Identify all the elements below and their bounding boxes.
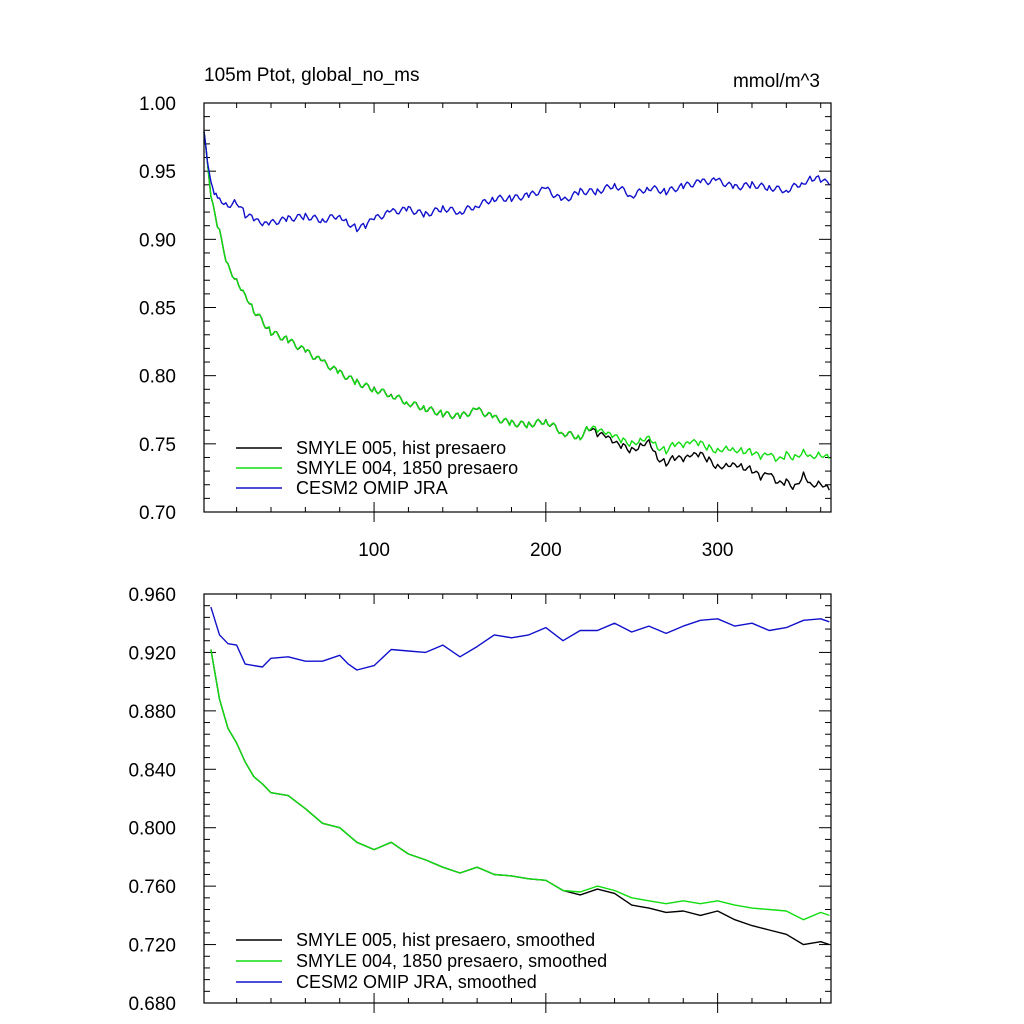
top-panel-frame — [203, 102, 832, 513]
y-tick-label: 0.70 — [139, 503, 176, 524]
series-line-black — [210, 649, 830, 946]
x-tick-label: 200 — [530, 540, 562, 561]
legend-label: CESM2 OMIP JRA, smoothed — [296, 972, 537, 992]
y-tick-label: 0.920 — [128, 643, 176, 664]
legend-label: SMYLE 004, 1850 presaero, smoothed — [296, 951, 607, 971]
bottom-panel: 0.680 0.720 0.760 0.800 0.840 0.880 0.920 0.960… — [128, 585, 832, 1015]
top-panel: 105m Ptot, global_no_ms mmol/m^3 100 200 3… — [139, 65, 832, 561]
y-tick-label: 0.720 — [128, 936, 176, 957]
bottom-panel-frame — [203, 593, 832, 1004]
y-tick-label: 0.760 — [128, 877, 176, 898]
legend-label: SMYLE 005, hist presaero, smoothed — [296, 930, 595, 950]
y-tick-label: 0.960 — [128, 585, 176, 606]
y-tick-label: 0.85 — [139, 299, 176, 320]
y-tick-label: 0.800 — [128, 819, 176, 840]
y-tick-label: 0.95 — [139, 162, 176, 183]
series-line-blue — [203, 131, 830, 233]
y-tick-label: 0.880 — [128, 702, 176, 723]
y-tick-label: 0.80 — [139, 367, 176, 388]
legend-label: CESM2 OMIP JRA — [296, 478, 448, 498]
top-panel-title: 105m Ptot, global_no_ms — [204, 65, 419, 86]
y-tick-label: 0.90 — [139, 230, 176, 251]
legend-label: SMYLE 004, 1850 presaero — [296, 458, 518, 478]
x-tick-label: 100 — [358, 540, 390, 561]
x-tick-label: 300 — [702, 540, 734, 561]
top-panel-units: mmol/m^3 — [733, 71, 820, 92]
y-tick-label: 0.680 — [128, 994, 176, 1015]
y-tick-label: 1.00 — [139, 94, 176, 115]
legend-label: SMYLE 005, hist presaero — [296, 438, 506, 458]
series-line-blue — [210, 606, 830, 671]
series-line-green — [203, 131, 830, 462]
y-tick-label: 0.840 — [128, 760, 176, 781]
y-tick-label: 0.75 — [139, 435, 176, 456]
series-line-green — [210, 649, 830, 921]
